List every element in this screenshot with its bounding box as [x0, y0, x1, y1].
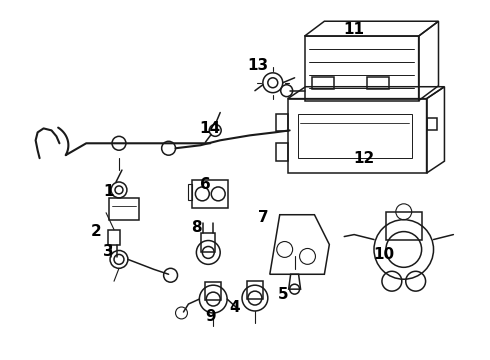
Bar: [288, 99, 427, 173]
Bar: [313, 77, 334, 89]
Text: 7: 7: [258, 210, 268, 225]
Text: 14: 14: [200, 121, 221, 136]
Bar: [427, 118, 437, 130]
Bar: [108, 230, 120, 246]
Bar: [297, 113, 412, 158]
Text: 5: 5: [277, 287, 288, 302]
Text: 1: 1: [103, 184, 113, 199]
Bar: [109, 198, 139, 220]
Text: 4: 4: [230, 300, 241, 315]
Text: 10: 10: [373, 247, 394, 262]
Bar: [367, 77, 389, 89]
Bar: [276, 113, 288, 131]
Text: 6: 6: [200, 177, 211, 193]
Text: 2: 2: [91, 224, 101, 239]
Bar: [189, 184, 193, 200]
Bar: [276, 143, 288, 161]
Bar: [247, 281, 263, 299]
Text: 9: 9: [205, 310, 216, 324]
Text: 12: 12: [353, 151, 375, 166]
Text: 3: 3: [103, 244, 113, 259]
Bar: [205, 282, 221, 300]
Bar: [305, 36, 418, 100]
Text: 8: 8: [191, 220, 202, 235]
Bar: [193, 180, 228, 208]
Bar: [201, 233, 215, 252]
Bar: [386, 212, 421, 239]
Text: 13: 13: [247, 58, 269, 73]
Text: 11: 11: [343, 22, 365, 37]
